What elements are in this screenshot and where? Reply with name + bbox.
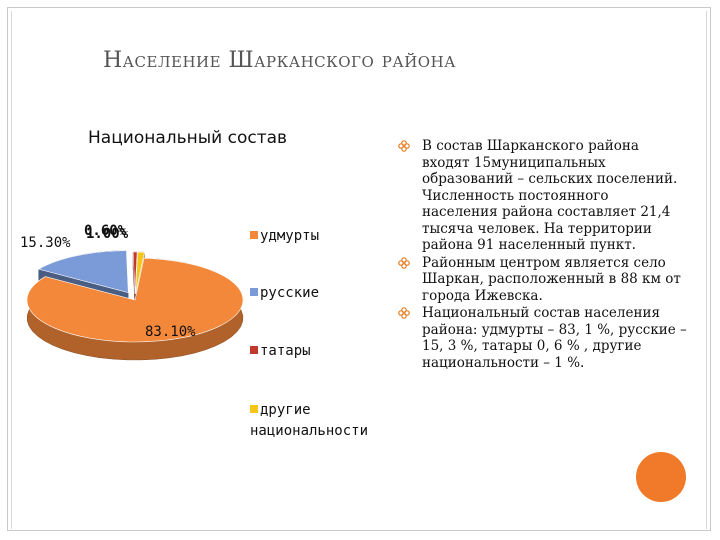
data-label-udmurty: 83.10% <box>145 324 196 340</box>
legend-swatch <box>250 231 258 239</box>
slice-russkie <box>37 250 129 294</box>
bullet-list: В состав Шарканского района входят 15мун… <box>398 138 688 372</box>
slice-drugie <box>135 251 145 295</box>
legend-swatch <box>250 288 258 296</box>
decorative-orange-circle <box>636 452 686 502</box>
legend-item-udmurty: удмурты <box>250 228 319 244</box>
legend-swatch <box>250 405 258 413</box>
slice-udmurty <box>26 257 244 343</box>
slide-border <box>7 7 711 531</box>
slide-inner-border <box>11 11 707 529</box>
bullet-text: Районным центром является село Шаркан, р… <box>422 254 681 304</box>
legend-label: удмурты <box>260 228 320 244</box>
legend-label: русские <box>260 285 320 301</box>
bullet-item: Районным центром является село Шаркан, р… <box>398 255 688 305</box>
legend-label: другие национальности <box>250 402 369 439</box>
legend-item-tatary: татары <box>250 343 311 359</box>
flower-bullet-icon <box>398 140 410 152</box>
data-label-drugie: 1.00% <box>86 226 129 242</box>
legend-label: татары <box>260 343 311 359</box>
data-label-russkie: 15.30% <box>20 235 71 251</box>
bullet-item: Национальный состав населения района: уд… <box>398 305 688 371</box>
bullet-item: В состав Шарканского района входят 15мун… <box>398 138 688 254</box>
flower-bullet-icon <box>398 307 410 319</box>
chart-subtitle: Национальный состав <box>88 128 288 148</box>
bullet-text: В состав Шарканского района входят 15мун… <box>422 138 678 253</box>
data-label-tatary: 0.60% <box>84 223 127 239</box>
bullet-text: Национальный состав населения района: уд… <box>422 305 687 371</box>
page-title: Население Шарканского района <box>103 48 457 73</box>
legend-item-russkie: русские <box>250 285 319 301</box>
flower-bullet-icon <box>398 256 410 269</box>
legend-item-drugie: другие национальности <box>250 400 410 442</box>
slice-tatary <box>132 251 138 295</box>
legend-swatch <box>250 346 258 354</box>
